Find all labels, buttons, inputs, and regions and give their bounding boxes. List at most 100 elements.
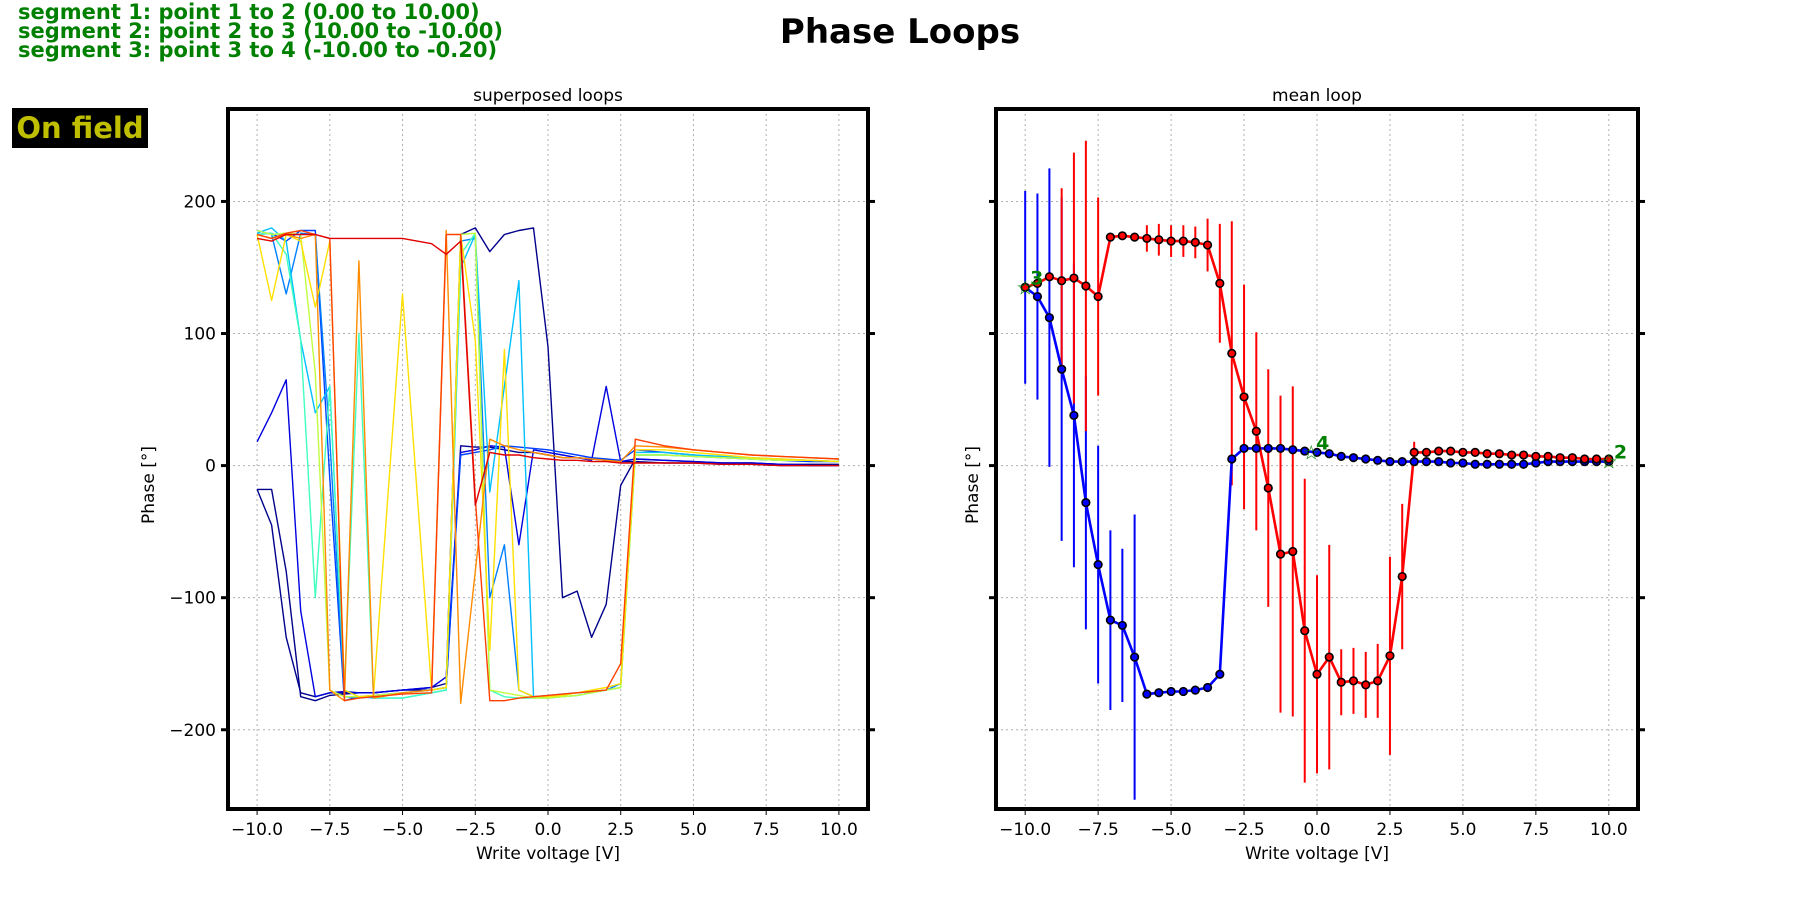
chart-2-series-1-point-2: [1044, 272, 1055, 282]
chart-2-series-0-point-25: [1324, 449, 1334, 459]
chart-2-series-1-point-15: [1202, 240, 1213, 250]
chart-2-series-0-point-38: [1482, 459, 1492, 469]
chart-2-series-0-point-29: [1373, 455, 1383, 465]
chart-2-series-0-point-35: [1446, 458, 1456, 468]
chart-2-series-0-point-22: [1288, 445, 1298, 455]
chart-1-title: superposed loops: [473, 86, 623, 106]
chart-2-series-0-point-30: [1385, 457, 1395, 467]
segment-label-1: segment 1: point 1 to 2 (0.00 to 10.00): [18, 0, 480, 24]
chart-2-series-1-point-28: [1361, 680, 1371, 690]
chart-1-y-tick-label-0: −200: [169, 721, 216, 741]
chart-1-x-tick-label-3: −2.5: [455, 820, 496, 840]
chart-2-series-1-point-19: [1251, 426, 1261, 436]
chart-1-y-axis-label: Phase [°]: [139, 446, 159, 524]
chart-1-x-tick-label-5: 2.5: [607, 820, 634, 840]
chart-2-series-1-point-34: [1434, 446, 1444, 456]
chart-2-series-1-point-40: [1507, 450, 1517, 460]
chart-2-series-0-point-20: [1263, 443, 1273, 454]
chart-2-x-tick-label-0: −10.0: [999, 820, 1051, 840]
figure-title: Phase Loops: [779, 12, 1021, 52]
chart-2-series-0-point-36: [1458, 458, 1468, 468]
chart-2-series-1-point-26: [1336, 677, 1346, 687]
chart-2-series-1-point-48: [1604, 454, 1614, 464]
chart-2-series-1-point-37: [1470, 447, 1480, 457]
chart-2-series-1-point-36: [1458, 447, 1468, 457]
chart-2-x-axis-label: Write voltage [V]: [1245, 844, 1389, 864]
chart-2-point-label-2: 2: [1614, 442, 1627, 464]
chart-2-series-1-point-47: [1591, 454, 1602, 464]
chart-2-x-tick-label-1: −7.5: [1077, 820, 1118, 840]
chart-2-series-0-point-1: [1032, 291, 1043, 302]
chart-2-series-0-point-10: [1142, 689, 1152, 699]
chart-2-series-1-point-6: [1093, 291, 1103, 302]
chart-2-title: mean loop: [1272, 86, 1362, 106]
chart-2-point-star-1: ☆: [1302, 440, 1320, 464]
chart-2-point-label-0: 3: [1030, 267, 1043, 289]
chart-2-series-1-point-35: [1446, 446, 1456, 456]
chart-2-series-0-point-31: [1397, 457, 1407, 467]
chart-2-series-1-point-12: [1166, 236, 1176, 246]
chart-2-series-0-point-11: [1154, 688, 1164, 698]
chart-2-series-0-point-23: [1300, 446, 1310, 456]
chart-2-series-1-point-10: [1142, 233, 1152, 244]
chart-2-point-label-1: 4: [1316, 432, 1329, 454]
chart-2-series-0-point-5: [1081, 497, 1091, 508]
chart-2-series-1-point-18: [1239, 392, 1249, 402]
chart-2-frame: [994, 107, 1640, 811]
chart-2-x-tick-label-2: −5.0: [1150, 820, 1191, 840]
chart-2-series-0-point-4: [1069, 410, 1079, 421]
chart-2-series-0-point-40: [1507, 459, 1517, 469]
chart-2-series-1-point-45: [1567, 453, 1577, 463]
chart-1-series-9-line: [256, 229, 839, 704]
chart-2-series-1-point-20: [1263, 483, 1273, 493]
chart-2-series-1-point-39: [1494, 449, 1504, 459]
chart-1-x-tick-label-7: 7.5: [753, 820, 780, 840]
chart-2-series-1-point-42: [1531, 451, 1541, 461]
chart-2-series-0-point-19: [1251, 443, 1261, 454]
chart-2-x-tick-label-8: 10.0: [1590, 820, 1628, 840]
chart-1-plot-area: [256, 227, 839, 704]
chart-2-series-1-point-0: [1020, 282, 1030, 292]
chart-1-y-tick-label-4: 200: [184, 192, 216, 212]
chart-1-series-11-line: [256, 233, 839, 506]
chart-2-series-0-point-3: [1057, 364, 1067, 374]
chart-2-series-1-point-4: [1069, 273, 1079, 283]
chart-2-series-1-point-43: [1543, 451, 1553, 461]
chart-2-series-1-point-21: [1275, 549, 1286, 559]
chart-2-series-0-point-15: [1202, 682, 1213, 693]
chart-2-series-1-point-17: [1227, 348, 1237, 358]
chart-2-x-tick-label-3: −2.5: [1223, 820, 1264, 840]
chart-2-series-1-point-3: [1057, 276, 1067, 286]
chart-2-series-1-point-31: [1397, 571, 1407, 582]
field-status-badge: On field: [12, 108, 148, 148]
chart-2-series-1-point-44: [1555, 453, 1565, 463]
chart-2-series-0-point-28: [1361, 454, 1371, 464]
chart-2-series-1-point-22: [1288, 546, 1298, 557]
chart-2-series-1-point-33: [1421, 447, 1432, 457]
chart-2-x-tick-label-7: 7.5: [1522, 820, 1549, 840]
chart-2-series-1-point-14: [1190, 237, 1200, 247]
chart-2-series-1-point-29: [1373, 676, 1383, 686]
chart-2-series-1-point-9: [1130, 232, 1140, 242]
chart-2-series-1-point-32: [1409, 447, 1419, 457]
chart-2-series-0-point-27: [1348, 453, 1359, 463]
chart-2-plot-area: [1020, 140, 1614, 800]
chart-2-series-1-point-38: [1482, 449, 1492, 459]
chart-2-x-tick-label-4: 0.0: [1303, 820, 1330, 840]
chart-2-series-0-point-8: [1117, 620, 1127, 631]
chart-2-series-0-point-17: [1227, 454, 1237, 464]
chart-1-frame: [226, 107, 870, 811]
chart-2-series-0-point-33: [1421, 457, 1432, 467]
chart-2-series-0-point-37: [1470, 459, 1480, 469]
chart-2-series-0-point-14: [1190, 685, 1200, 695]
chart-2-series-1-point-5: [1081, 281, 1091, 291]
chart-2-y-axis-label: Phase [°]: [963, 446, 983, 524]
chart-2-x-tick-label-5: 2.5: [1376, 820, 1403, 840]
chart-2-series-1-point-41: [1519, 450, 1529, 460]
chart-2-series-1-point-11: [1154, 235, 1164, 245]
chart-2-point-star-2: ☆: [1600, 450, 1618, 474]
chart-2-series-0-point-41: [1519, 459, 1529, 469]
chart-2-series-0-point-26: [1336, 451, 1346, 461]
chart-2-series-1-point-24: [1312, 669, 1322, 679]
